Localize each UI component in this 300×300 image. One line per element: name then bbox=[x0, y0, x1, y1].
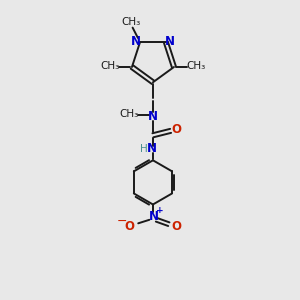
Text: O: O bbox=[124, 220, 134, 233]
Text: +: + bbox=[156, 206, 163, 215]
Text: N: N bbox=[131, 35, 141, 48]
Text: H: H bbox=[140, 143, 147, 154]
Text: −: − bbox=[117, 215, 128, 228]
Text: N: N bbox=[148, 110, 158, 123]
Text: O: O bbox=[172, 220, 182, 233]
Text: N: N bbox=[148, 210, 158, 223]
Text: CH₃: CH₃ bbox=[186, 61, 206, 71]
Text: N: N bbox=[147, 142, 158, 155]
Text: CH₃: CH₃ bbox=[100, 61, 119, 71]
Text: N: N bbox=[165, 35, 175, 48]
Text: O: O bbox=[172, 123, 182, 136]
Text: CH₃: CH₃ bbox=[122, 17, 141, 27]
Text: CH₃: CH₃ bbox=[119, 109, 138, 119]
